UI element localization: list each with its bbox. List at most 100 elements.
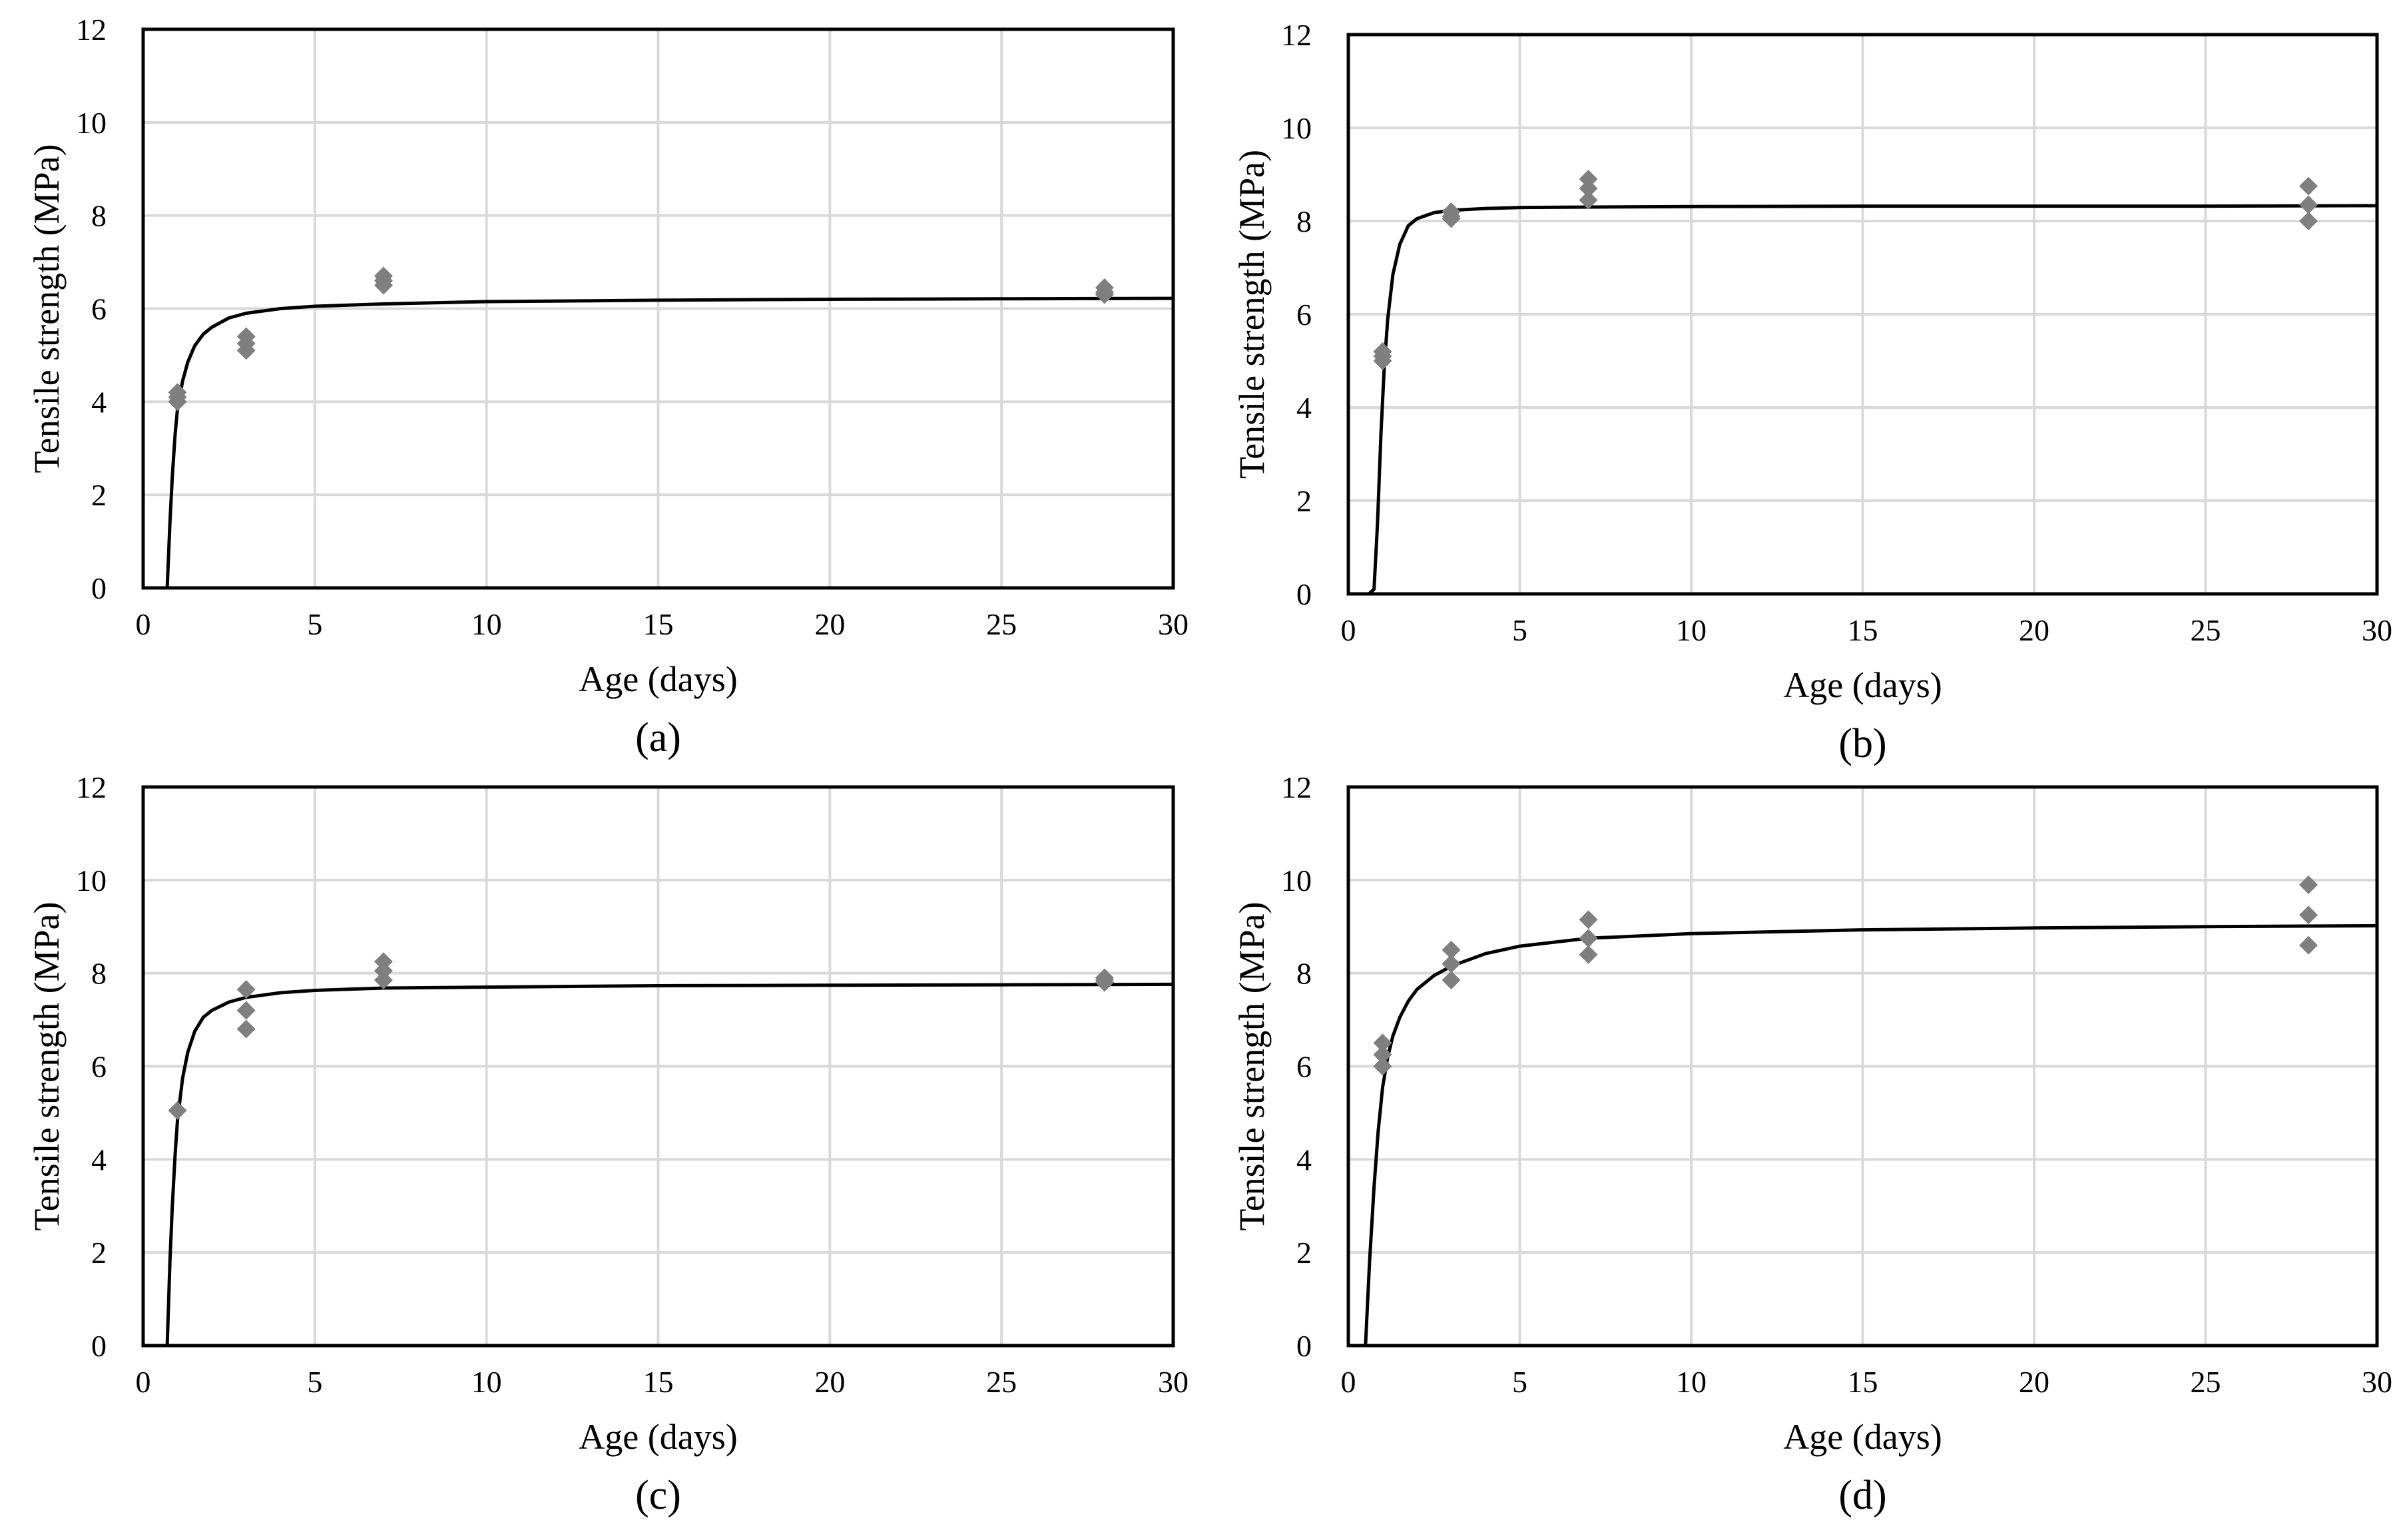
data-point xyxy=(374,266,393,286)
x-tick-label: 0 xyxy=(136,1365,151,1399)
x-tick-label: 15 xyxy=(643,1365,674,1399)
y-tick-label: 12 xyxy=(76,13,107,47)
y-tick-label: 0 xyxy=(1296,577,1312,611)
data-point xyxy=(1373,342,1392,361)
data-point xyxy=(1095,968,1114,987)
panel-d-fit-curve xyxy=(1364,923,2378,1346)
panel-a-data-points xyxy=(168,266,1114,411)
data-point xyxy=(168,383,187,402)
panel-c-tick-labels: 0 5 10 15 20 25 30 0 2 4 6 8 10 12 xyxy=(76,770,1189,1399)
data-point xyxy=(1579,929,1598,948)
y-tick-label: 8 xyxy=(1296,204,1312,238)
y-tick-label: 10 xyxy=(1281,864,1312,898)
data-point xyxy=(1442,971,1461,990)
data-point xyxy=(236,327,256,346)
data-point xyxy=(2299,212,2318,230)
data-point xyxy=(1579,190,1598,210)
y-tick-label: 8 xyxy=(91,199,107,233)
data-point xyxy=(1579,945,1598,964)
y-tick-label: 6 xyxy=(1296,298,1312,332)
x-tick-label: 30 xyxy=(1158,607,1189,641)
panel-d-label: (d) xyxy=(1838,1473,1886,1518)
y-tick-label: 2 xyxy=(1296,484,1312,518)
data-point xyxy=(1373,1057,1392,1076)
y-tick-label: 2 xyxy=(91,478,107,512)
data-point xyxy=(1373,1045,1392,1065)
data-point xyxy=(374,952,393,971)
y-tick-label: 12 xyxy=(1281,770,1312,804)
data-point xyxy=(1579,170,1598,188)
x-tick-label: 10 xyxy=(1676,613,1707,647)
y-tick-label: 2 xyxy=(91,1236,107,1270)
panel-b-x-axis-title: Age (days) xyxy=(1783,665,1942,705)
data-point xyxy=(2299,195,2318,214)
panel-c-y-axis-title: Tensile strength (MPa) xyxy=(27,901,67,1230)
panel-a-x-axis-title: Age (days) xyxy=(579,659,737,699)
y-tick-label: 0 xyxy=(91,1329,107,1363)
y-tick-label: 4 xyxy=(91,1143,107,1176)
y-tick-label: 8 xyxy=(1296,957,1312,991)
panel-b-tick-labels: 0 5 10 15 20 25 30 0 2 4 6 8 10 12 xyxy=(1281,18,2392,647)
x-tick-label: 15 xyxy=(643,607,674,641)
data-point xyxy=(236,1019,256,1039)
x-tick-label: 25 xyxy=(986,607,1017,641)
x-tick-label: 30 xyxy=(1158,1365,1189,1399)
y-tick-label: 0 xyxy=(91,571,107,605)
panel-c-x-axis-title: Age (days) xyxy=(579,1417,737,1457)
panel-c-plot-frame xyxy=(141,785,1175,1348)
x-tick-label: 20 xyxy=(814,1365,845,1399)
x-tick-label: 10 xyxy=(471,1365,502,1399)
panel-b-label: (b) xyxy=(1838,721,1886,766)
panel-d-y-axis-title: Tensile strength (MPa) xyxy=(1232,901,1272,1230)
x-tick-label: 25 xyxy=(986,1365,1017,1399)
data-point xyxy=(1095,278,1114,298)
data-point xyxy=(1442,940,1461,959)
x-tick-label: 20 xyxy=(814,607,845,641)
panel-b-y-axis-title: Tensile strength (MPa) xyxy=(1232,150,1272,479)
y-tick-label: 4 xyxy=(1296,391,1312,425)
data-point xyxy=(1442,202,1461,221)
x-tick-label: 0 xyxy=(1341,1365,1356,1399)
panel-d-gridlines xyxy=(1348,787,2377,1346)
panel-b-fit-curve xyxy=(1355,204,2378,596)
panel-c-fit-curve xyxy=(165,982,1174,1346)
x-tick-label: 5 xyxy=(307,607,322,641)
panel-c: 0 5 10 15 20 25 30 0 2 4 6 8 10 12 Age (days) Tensile… xyxy=(27,770,1189,1518)
y-tick-label: 6 xyxy=(1296,1050,1312,1084)
data-point xyxy=(1373,1033,1392,1053)
x-tick-label: 5 xyxy=(307,1365,322,1399)
panel-c-data-points xyxy=(168,952,1114,1120)
data-point xyxy=(236,980,256,999)
x-tick-label: 0 xyxy=(136,607,151,641)
data-point xyxy=(2299,905,2318,925)
y-tick-label: 8 xyxy=(91,957,107,991)
x-tick-label: 10 xyxy=(471,607,502,641)
panel-a-gridlines xyxy=(143,29,1173,588)
y-tick-label: 2 xyxy=(1296,1236,1312,1270)
x-tick-label: 10 xyxy=(1676,1365,1707,1399)
data-point xyxy=(236,1001,256,1020)
panel-b-gridlines xyxy=(1348,35,2377,594)
x-tick-label: 5 xyxy=(1512,613,1527,647)
x-tick-label: 20 xyxy=(2019,613,2049,647)
panel-d: 0 5 10 15 20 25 30 0 2 4 6 8 10 12 Age (days) Tensile… xyxy=(1232,770,2392,1518)
x-tick-label: 30 xyxy=(2362,613,2392,647)
x-tick-label: 30 xyxy=(2362,1365,2392,1399)
panel-a: 0 5 10 15 20 25 30 0 2 4 6 8 10 12 Age (days) Tensile… xyxy=(27,13,1189,760)
panel-d-tick-labels: 0 5 10 15 20 25 30 0 2 4 6 8 10 12 xyxy=(1281,770,2392,1399)
y-tick-label: 10 xyxy=(1281,111,1312,145)
panel-a-fit-curve xyxy=(165,296,1174,589)
data-point xyxy=(2299,176,2318,196)
data-point xyxy=(2299,875,2318,894)
panel-a-label: (a) xyxy=(635,715,681,760)
y-tick-label: 4 xyxy=(91,385,107,419)
x-tick-label: 5 xyxy=(1512,1365,1527,1399)
x-tick-label: 20 xyxy=(2019,1365,2049,1399)
y-tick-label: 6 xyxy=(91,1050,107,1084)
y-tick-label: 12 xyxy=(1281,18,1312,52)
panel-c-label: (c) xyxy=(635,1473,681,1518)
x-tick-label: 15 xyxy=(1848,1365,1878,1399)
panel-b-data-points xyxy=(1373,170,2318,370)
